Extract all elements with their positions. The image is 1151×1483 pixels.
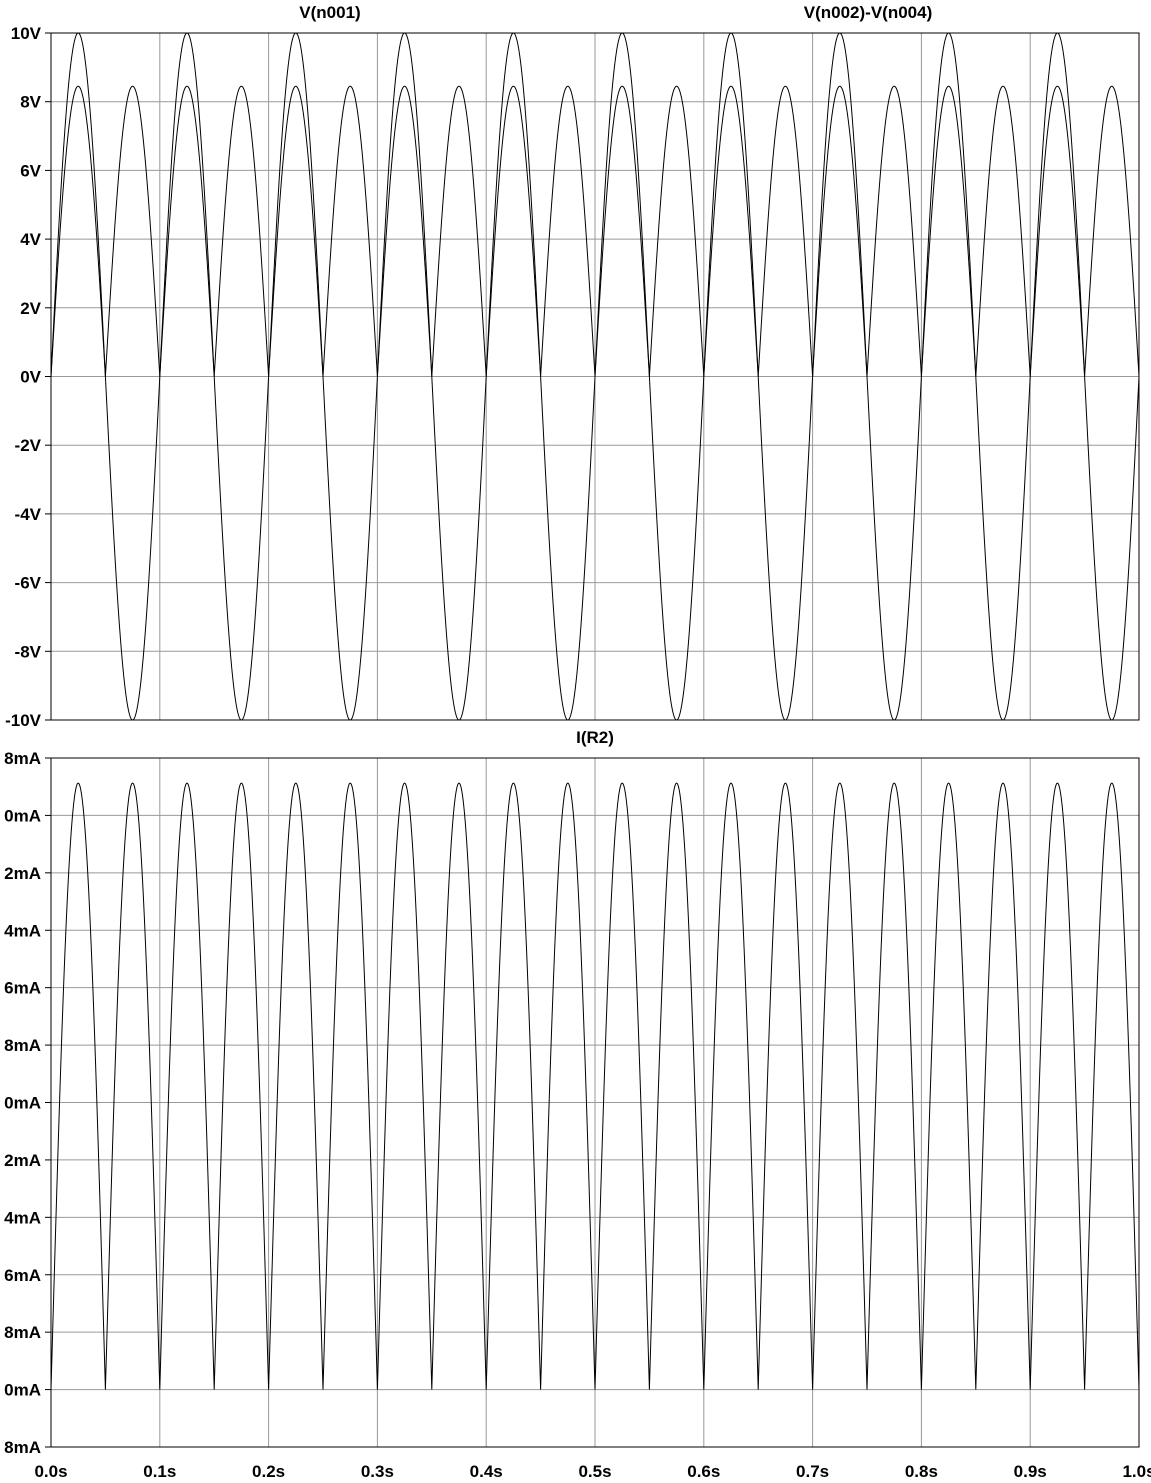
y-tick-label: -4V xyxy=(15,505,42,524)
y-tick-label: 4V xyxy=(20,230,41,249)
trace-title: I(R2) xyxy=(576,728,614,747)
x-tick-label: 0.3s xyxy=(361,1462,394,1481)
plot-pane-1: 10V 8V 6V 4V 2V 0V -2V -4V -6V -8V -10V V(n001) V(n0… xyxy=(5,3,1140,730)
trace-title: V(n001) xyxy=(299,3,360,22)
x-tick-label: 0.4s xyxy=(470,1462,503,1481)
y-tick-label: 8mA xyxy=(4,749,41,768)
y-tick-label: 2mA xyxy=(4,864,41,883)
y-tick-label: 0mA xyxy=(4,1094,41,1113)
plot-frame xyxy=(50,757,1140,1448)
x-tick-label: 0.1s xyxy=(143,1462,176,1481)
y-tick-label: 6mA xyxy=(4,979,41,998)
x-tick-label: 0.6s xyxy=(687,1462,720,1481)
trace-line xyxy=(50,782,1140,1390)
x-tick-label: 0.8s xyxy=(905,1462,938,1481)
plot-pane-2: 0.0s 0.1s 0.2s 0.3s 0.4s 0.5s 0.6s 0.7s 0.8s 0.9s… xyxy=(4,728,1151,1481)
y-tick-label: 6mA xyxy=(4,1266,41,1285)
x-tick-label: 0.5s xyxy=(578,1462,611,1481)
y-tick-label: -2V xyxy=(15,436,42,455)
x-tick-label: 0.2s xyxy=(252,1462,285,1481)
y-tick-label: 10V xyxy=(11,24,42,43)
y-tick-label: 8mA xyxy=(4,1036,41,1055)
y-tick-label: -6V xyxy=(15,574,42,593)
x-tick-label: 1.0s xyxy=(1122,1462,1151,1481)
trace-title: V(n002)-V(n004) xyxy=(804,3,932,22)
y-tick-label: 0mA xyxy=(4,1381,41,1400)
y-tick-label: 8mA xyxy=(4,1323,41,1342)
trace-line xyxy=(50,85,1140,377)
y-tick-label: 2mA xyxy=(4,1151,41,1170)
y-tick-label: -10V xyxy=(5,711,42,730)
y-tick-label: 8V xyxy=(20,93,41,112)
y-tick-label: 0V xyxy=(20,368,41,387)
y-tick-label: -8V xyxy=(15,642,42,661)
y-tick-label: 4mA xyxy=(4,1208,41,1227)
y-tick-label: 4mA xyxy=(4,921,41,940)
y-tick-label: 2V xyxy=(20,299,41,318)
y-tick-label: 6V xyxy=(20,161,41,180)
x-tick-label: 0.7s xyxy=(796,1462,829,1481)
x-tick-label: 0.0s xyxy=(34,1462,67,1481)
y-tick-label: 0mA xyxy=(4,806,41,825)
x-tick-label: 0.9s xyxy=(1014,1462,1047,1481)
y-tick-label: 8mA xyxy=(4,1438,41,1457)
